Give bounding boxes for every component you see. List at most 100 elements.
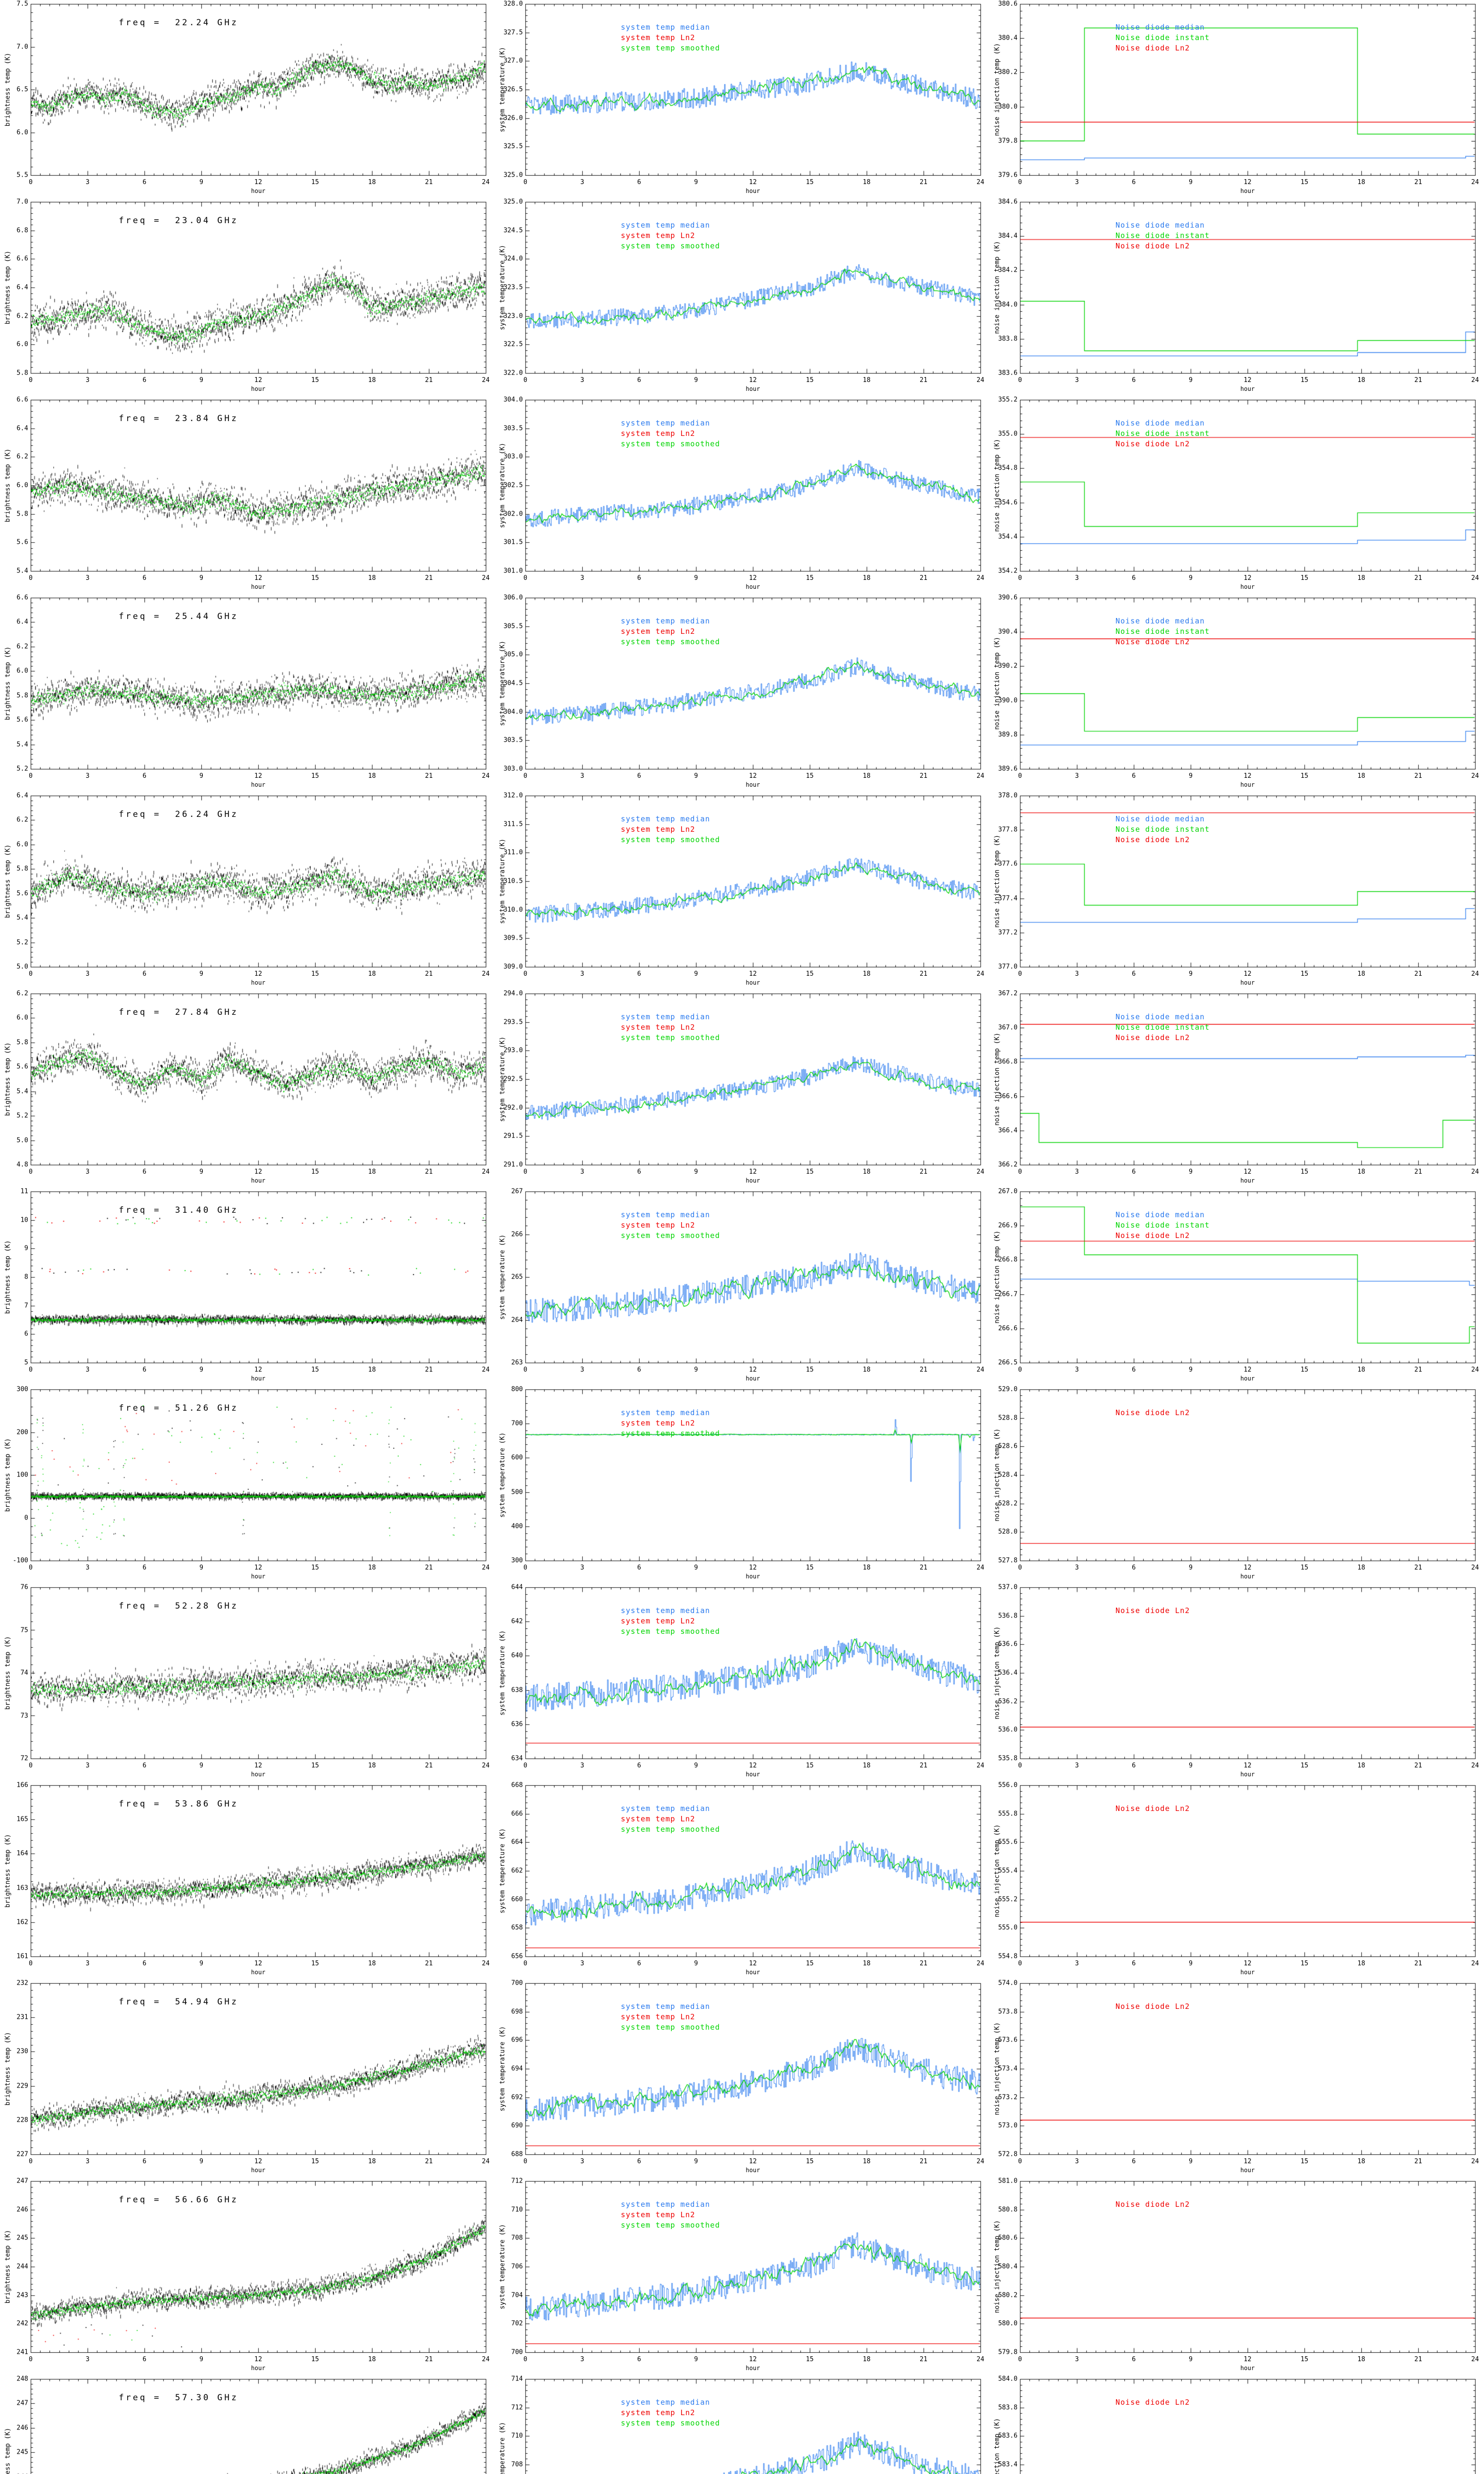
y-tick-label: 536.6 [998,1640,1018,1648]
y-tick-label: 74 [20,1669,28,1677]
y-tick-label: 573.2 [998,2093,1018,2101]
y-tick-label: 293.5 [503,1018,523,1026]
x-tick-label: 9 [1189,377,1193,384]
y-tick-label: 366.4 [998,1127,1018,1135]
legend-system-temp-smoothed: system temp smoothed [621,241,720,250]
x-axis-label: hour [745,2365,760,2372]
x-tick-label: 3 [86,574,90,582]
x-axis-label: hour [1240,781,1255,788]
x-axis-label: hour [745,1573,760,1580]
y-tick-label: 76 [20,1583,28,1591]
x-tick-label: 21 [425,1564,433,1571]
plot-canvas-r8-tsys [495,1385,989,1583]
x-tick-label: 3 [1075,772,1079,780]
y-tick-label: 309.5 [503,934,523,942]
panel-r9-tsys: system temp median system temp Ln2 system … [495,1583,989,1781]
legend-system-temp-ln2: system temp Ln2 [621,627,696,636]
plot-canvas-r4-nd [989,594,1484,792]
x-tick-label: 9 [694,1366,698,1374]
y-axis-label: noise injection temp (K) [993,1033,1001,1126]
x-axis-label: hour [251,1771,266,1778]
legend-noise-diode-ln2: Noise diode Ln2 [1115,835,1190,844]
legend-system-temp-smoothed: system temp smoothed [621,1429,720,1438]
plot-canvas-r4-tsys [495,594,989,792]
y-tick-label: 573.0 [998,2122,1018,2130]
y-tick-label: 700 [511,2348,523,2356]
x-tick-label: 0 [523,1564,527,1571]
y-axis-label: system temperature (K) [499,244,507,331]
y-axis-label: brightness temp (K) [4,1042,12,1116]
y-tick-label: 166 [16,1781,28,1789]
y-tick-label: 310.5 [503,877,523,885]
x-axis-label: hour [745,2167,760,2174]
x-tick-label: 0 [1018,1168,1022,1176]
x-tick-label: 6 [142,179,146,186]
y-tick-label: 75 [20,1626,28,1634]
x-tick-label: 12 [254,772,262,780]
y-tick-label: 302.5 [503,481,523,489]
y-tick-label: 310.0 [503,906,523,914]
legend-system-temp-ln2: system temp Ln2 [621,1617,696,1625]
legend-system-temp-median: system temp median [621,1210,710,1219]
x-tick-label: 0 [523,377,527,384]
plot-canvas-r7-tsys [495,1188,989,1385]
x-tick-label: 24 [1471,179,1479,186]
x-tick-label: 15 [806,574,814,582]
x-tick-label: 0 [523,1366,527,1374]
x-tick-label: 18 [1357,970,1365,978]
plot-canvas-r10-nd [989,1781,1484,1979]
x-tick-label: 12 [749,1366,757,1374]
x-tick-label: 15 [311,970,319,978]
legend-system-temp-ln2: system temp Ln2 [621,2012,696,2021]
x-tick-label: 12 [749,772,757,780]
x-tick-label: 9 [1189,1168,1193,1176]
x-tick-label: 12 [254,574,262,582]
y-tick-label: 300 [16,1385,28,1393]
legend-system-temp-median: system temp median [621,221,710,230]
plot-canvas-r2-nd [989,198,1484,396]
x-tick-label: 15 [311,772,319,780]
plot-canvas-r3-tb [0,396,495,594]
x-axis-label: hour [251,188,266,194]
x-tick-label: 12 [1244,2356,1252,2363]
legend-system-temp-ln2: system temp Ln2 [621,429,696,438]
x-axis-label: hour [251,781,266,788]
freq-label: freq = 57.30 GHz [119,2393,238,2403]
legend-noise-diode-ln2: Noise diode Ln2 [1115,2398,1190,2407]
x-tick-label: 18 [368,1168,376,1176]
x-tick-label: 24 [1471,1168,1479,1176]
x-tick-label: 0 [29,1762,33,1769]
x-tick-label: 0 [29,2356,33,2363]
x-axis-label: hour [745,188,760,194]
legend-system-temp-ln2: system temp Ln2 [621,1221,696,1230]
y-tick-label: 698 [511,2008,523,2016]
x-tick-label: 6 [142,1762,146,1769]
y-tick-label: 366.2 [998,1161,1018,1169]
y-axis-label: brightness temp (K) [4,1834,12,1908]
legend-system-temp-smoothed: system temp smoothed [621,1627,720,1636]
y-tick-label: 323.5 [503,284,523,291]
legend-noise-diode-ln2: Noise diode Ln2 [1115,1804,1190,1813]
x-tick-label: 6 [1132,179,1136,186]
x-tick-label: 24 [976,1564,984,1571]
y-axis-label: noise injection temp (K) [993,2220,1001,2313]
legend-noise-diode-ln2: Noise diode Ln2 [1115,1606,1190,1615]
x-axis-label: hour [1240,2365,1255,2372]
x-tick-label: 6 [142,2158,146,2165]
legend-noise-diode-ln2: Noise diode Ln2 [1115,44,1190,52]
x-tick-label: 9 [694,1960,698,1967]
x-tick-label: 21 [1414,574,1422,582]
y-tick-label: 163 [16,1884,28,1892]
y-tick-label: 267 [511,1188,523,1195]
x-tick-label: 6 [637,1168,641,1176]
legend-system-temp-ln2: system temp Ln2 [621,2210,696,2219]
y-tick-label: 528.6 [998,1442,1018,1450]
x-tick-label: 12 [254,1564,262,1571]
y-tick-label: 380.2 [998,68,1018,76]
y-tick-label: 303.0 [503,453,523,461]
panel-r9-nd: Noise diode Ln2 535.8 536.0 536.2 536.4 536.6… [989,1583,1484,1781]
freq-label: freq = 54.94 GHz [119,1997,238,2007]
x-tick-label: 18 [368,970,376,978]
x-tick-label: 9 [199,1960,203,1967]
y-tick-label: 309.0 [503,963,523,971]
